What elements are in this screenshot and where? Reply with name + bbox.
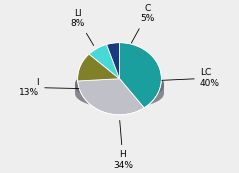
Ellipse shape — [76, 80, 163, 108]
PathPatch shape — [107, 43, 120, 79]
PathPatch shape — [120, 43, 161, 108]
Ellipse shape — [76, 76, 163, 103]
Text: C
5%: C 5% — [131, 4, 155, 43]
Text: I
13%: I 13% — [19, 78, 79, 97]
Text: LI
8%: LI 8% — [71, 9, 94, 45]
Ellipse shape — [76, 77, 163, 104]
Text: LC
40%: LC 40% — [162, 69, 220, 88]
Ellipse shape — [76, 74, 163, 101]
PathPatch shape — [78, 79, 144, 115]
PathPatch shape — [78, 54, 120, 81]
Ellipse shape — [76, 75, 163, 102]
Ellipse shape — [76, 78, 163, 106]
Ellipse shape — [76, 73, 163, 100]
Ellipse shape — [76, 71, 163, 98]
Ellipse shape — [76, 70, 163, 97]
PathPatch shape — [89, 44, 120, 79]
Ellipse shape — [76, 79, 163, 107]
Ellipse shape — [76, 72, 163, 99]
Text: H
34%: H 34% — [113, 120, 133, 170]
